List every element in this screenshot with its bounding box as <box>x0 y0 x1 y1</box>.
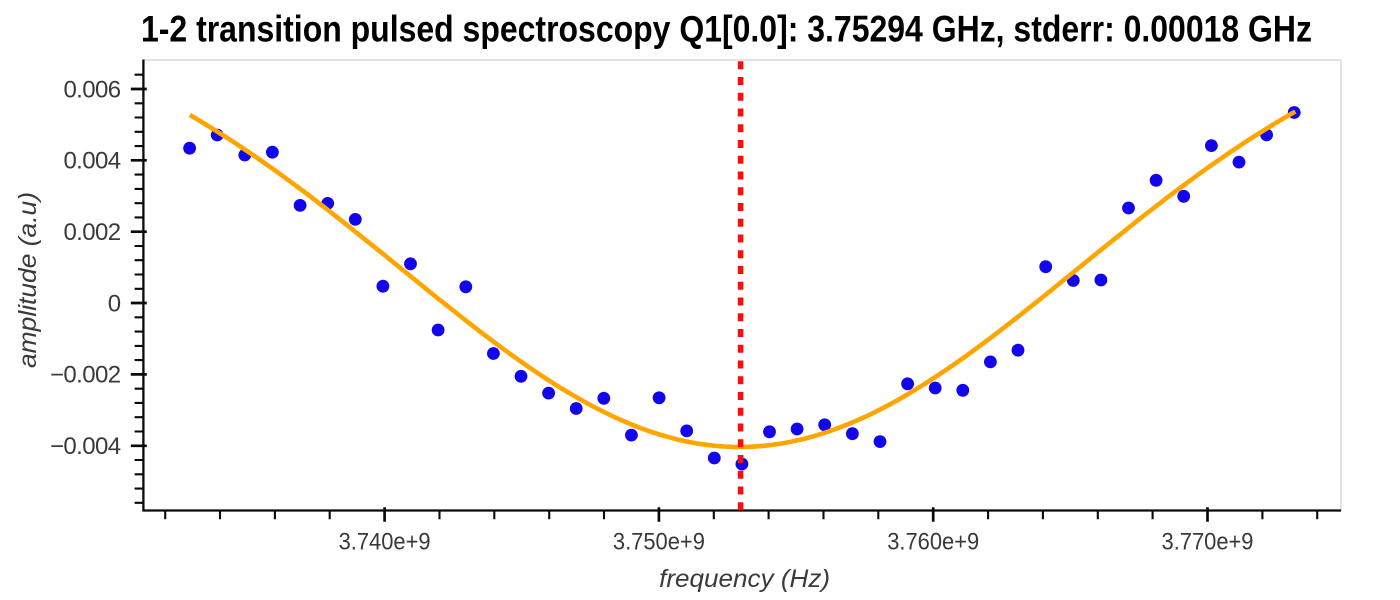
svg-text:1-2 transition pulsed spectros: 1-2 transition pulsed spectroscopy Q1[0.… <box>141 9 1312 50</box>
svg-text:3.770e+9: 3.770e+9 <box>1162 529 1254 556</box>
svg-text:frequency (Hz): frequency (Hz) <box>659 565 830 593</box>
svg-text:3.750e+9: 3.750e+9 <box>613 529 705 556</box>
svg-text:3.760e+9: 3.760e+9 <box>887 529 979 556</box>
svg-text:0.006: 0.006 <box>63 76 120 103</box>
svg-text:−0.002: −0.002 <box>50 362 121 389</box>
svg-text:−0.004: −0.004 <box>50 433 121 460</box>
svg-text:amplitude (a.u): amplitude (a.u) <box>14 192 42 368</box>
svg-text:0: 0 <box>108 290 121 317</box>
svg-text:3.740e+9: 3.740e+9 <box>339 529 431 556</box>
svg-text:0.004: 0.004 <box>63 148 120 175</box>
svg-text:0.002: 0.002 <box>63 219 120 246</box>
